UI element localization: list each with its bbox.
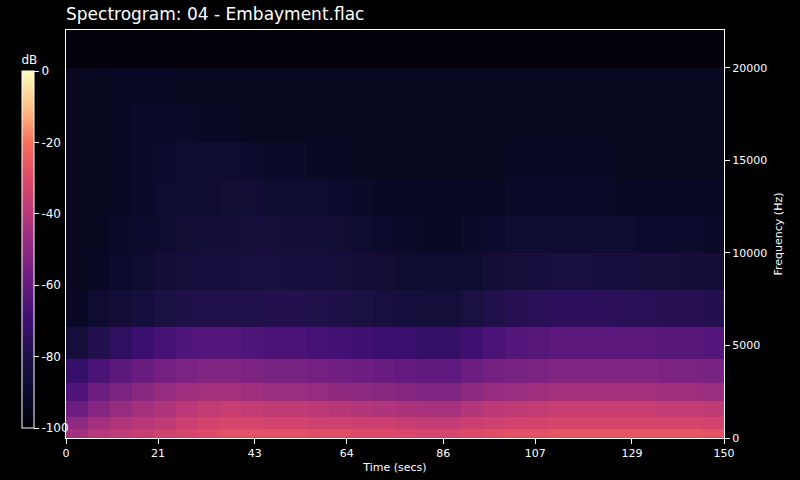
svg-text:Spectrogram: 04 - Embayment.fl: Spectrogram: 04 - Embayment.flac [66, 4, 364, 24]
svg-text:0: 0 [41, 64, 49, 78]
svg-text:150: 150 [714, 447, 735, 460]
svg-text:129: 129 [621, 447, 642, 460]
svg-text:21: 21 [151, 447, 165, 460]
svg-text:86: 86 [436, 447, 450, 460]
svg-text:0: 0 [63, 447, 70, 460]
svg-text:10000: 10000 [732, 247, 767, 260]
svg-text:-100: -100 [41, 421, 68, 435]
svg-text:107: 107 [525, 447, 546, 460]
svg-text:15000: 15000 [732, 154, 767, 167]
svg-text:20000: 20000 [732, 62, 767, 75]
svg-text:5000: 5000 [732, 339, 760, 352]
svg-text:0: 0 [732, 432, 739, 445]
svg-text:dB: dB [22, 53, 38, 67]
svg-text:-80: -80 [41, 350, 61, 364]
svg-text:43: 43 [248, 447, 262, 460]
svg-text:-20: -20 [41, 136, 61, 150]
svg-text:Frequency (Hz): Frequency (Hz) [772, 193, 785, 276]
svg-text:-60: -60 [41, 278, 61, 292]
svg-text:-40: -40 [41, 207, 61, 221]
svg-text:Time (secs): Time (secs) [362, 461, 426, 474]
svg-text:64: 64 [340, 447, 354, 460]
